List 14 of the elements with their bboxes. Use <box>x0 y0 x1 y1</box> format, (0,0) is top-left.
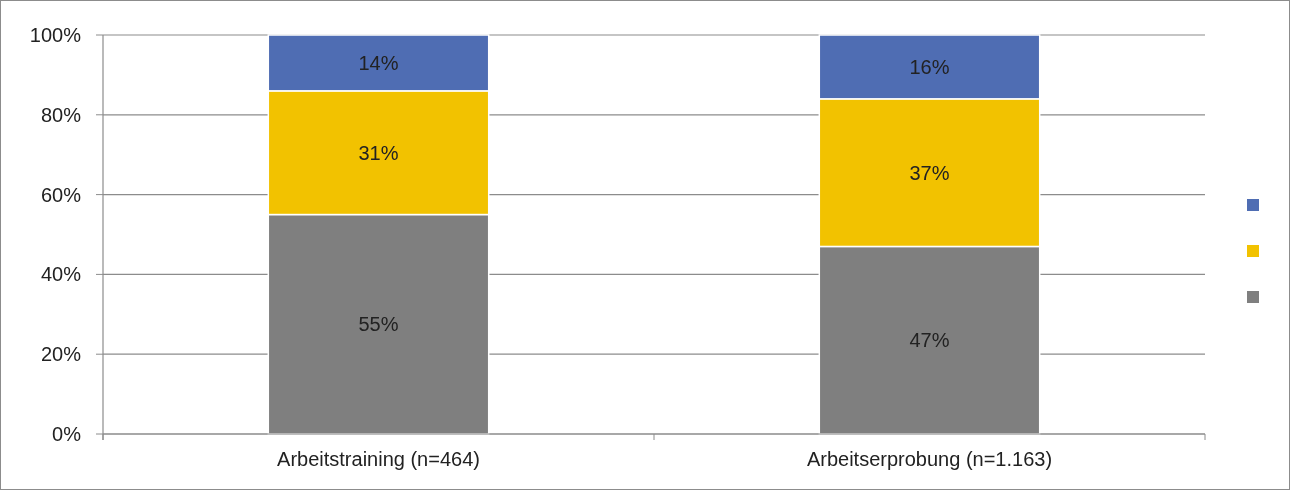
text: 31% <box>358 141 399 164</box>
y-tick-label: 20% <box>40 343 82 366</box>
y-tick-label: 60% <box>40 183 82 206</box>
y-tick-label: 0% <box>52 423 82 445</box>
text: 37% <box>909 161 950 184</box>
text: 14% <box>358 51 399 74</box>
x-tick-label: Arbeitserprobung (n=1.163) <box>806 448 1053 470</box>
y-tick-label: 80% <box>40 103 82 126</box>
text: 47% <box>909 329 950 352</box>
y-tick-label: 100% <box>29 24 82 46</box>
text: 16% <box>909 55 950 78</box>
text: 55% <box>358 313 399 336</box>
x-tick-label: Arbeitstraining (n=464) <box>277 448 480 470</box>
y-tick-label: 40% <box>40 263 82 286</box>
